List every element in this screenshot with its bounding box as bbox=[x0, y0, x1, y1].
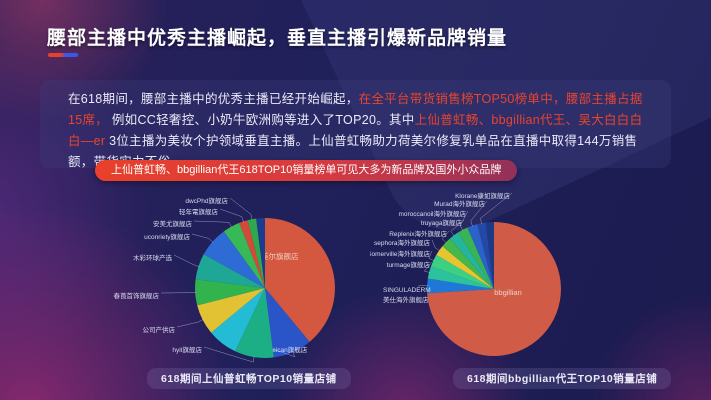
slice-label: Klorane康如旗舰店 bbox=[455, 191, 510, 200]
slice-label: veican旗舰店 bbox=[269, 345, 308, 354]
label-leader-line bbox=[203, 346, 255, 363]
label-leader-line bbox=[160, 292, 197, 294]
slice-label: dwcPhd旗舰店 bbox=[185, 196, 228, 205]
slice-label: 公司产供店 bbox=[143, 325, 176, 334]
title-underline bbox=[48, 53, 78, 57]
label-leader-line bbox=[219, 208, 244, 223]
summary-panel: 在618期间，腰部主播中的优秀主播已经开始崛起，在全平台带货销售榜TOP50榜单… bbox=[40, 80, 671, 169]
pie-slice bbox=[265, 288, 310, 358]
pie-slice bbox=[195, 254, 265, 288]
label-leader-line bbox=[423, 261, 433, 273]
summary-seg-3: 例如CC轻奢控、小奶牛欧洲购等进入了TOP20。其中 bbox=[108, 113, 415, 127]
page-title: 腰部主播中优秀主播崛起，垂直主播引爆新品牌销量 bbox=[47, 28, 508, 49]
label-leader-line bbox=[193, 220, 233, 228]
slice-label: 轻年電旗舰店 bbox=[179, 207, 219, 216]
slice-label-line2: 美仕海外旗舰店 bbox=[383, 295, 429, 304]
slice-label: KateSomerville海外旗舰店 bbox=[370, 249, 430, 258]
pie-caption-right: 618期间bbgillian代王TOP10销量店铺 bbox=[453, 368, 672, 389]
slice-label: 春莨首饰旗舰店 bbox=[114, 291, 160, 300]
label-leader-line bbox=[173, 254, 200, 267]
pie-slice bbox=[477, 222, 494, 289]
slice-label: SINGULADERM bbox=[383, 287, 431, 294]
pie-slice bbox=[442, 238, 494, 289]
pie-slice bbox=[426, 278, 494, 294]
summary-seg-2-highlight: 在全平台带货销售榜TOP50榜单中，腰部主播占据15席， bbox=[68, 92, 643, 127]
slice-label: moroccanoil海外旗舰店 bbox=[398, 209, 466, 218]
pie-slice bbox=[467, 224, 494, 289]
slice-label: hyit旗舰店 bbox=[172, 345, 202, 354]
label-leader-line bbox=[176, 319, 204, 328]
pie-slice bbox=[256, 218, 265, 288]
slice-label: 木彩环球产选 bbox=[133, 253, 173, 262]
slice-label: sephora海外旗舰店 bbox=[374, 238, 430, 247]
label-leader-line bbox=[441, 230, 450, 244]
pie-slice bbox=[427, 222, 561, 356]
slice-label: turmage旗舰店 bbox=[387, 260, 431, 269]
pie-slice bbox=[458, 227, 494, 289]
pie-caption-left: 618期间上仙普虹畅TOP10销量店铺 bbox=[147, 368, 351, 389]
summary-seg-1: 在618期间，腰部主播中的优秀主播已经开始崛起， bbox=[68, 92, 359, 106]
slice-label: 荷美尔旗舰店 bbox=[254, 251, 299, 261]
slice-label: truyaga旗舰店 bbox=[421, 218, 463, 227]
highlight-badge: 上仙普虹畅、bbgillian代王618TOP10销量榜单可见大多为新品牌及国外… bbox=[95, 160, 518, 181]
summary-seg-4-highlight: 上仙普虹畅、bbgillian代王、吴大白白白白—er bbox=[68, 113, 643, 148]
label-leader-line bbox=[460, 210, 469, 231]
slice-label: bbgillian bbox=[494, 288, 522, 297]
label-leader-line bbox=[266, 346, 296, 358]
pie-slice bbox=[195, 279, 265, 306]
pie-slice bbox=[197, 288, 265, 333]
slice-label: Replenix海外旗舰店 bbox=[389, 229, 447, 238]
pie-slice bbox=[427, 266, 494, 289]
label-leader-line bbox=[191, 233, 214, 243]
label-leader-line bbox=[431, 239, 441, 252]
pie-slice bbox=[223, 222, 265, 288]
label-leader-line bbox=[470, 200, 488, 227]
pie-slice bbox=[235, 288, 274, 358]
slice-label: Murad海外旗舰店 bbox=[434, 199, 485, 208]
label-leader-line bbox=[428, 250, 435, 262]
pie-slice bbox=[485, 221, 494, 289]
pie-slice bbox=[239, 220, 265, 288]
slice-label: 安美尤旗舰店 bbox=[153, 219, 193, 228]
pie-slice bbox=[431, 254, 494, 289]
pie-slice bbox=[203, 231, 265, 288]
pie-slice bbox=[211, 288, 265, 352]
pie-slice bbox=[265, 218, 335, 342]
label-leader-line bbox=[480, 192, 513, 225]
pie-slice bbox=[247, 218, 265, 288]
pie-slice bbox=[449, 232, 494, 289]
pie-chart-left: 荷美尔旗舰店 veican旗舰店 hyit旗舰店 公司产供店 春莨首饰旗舰店 木彩环球产选… bbox=[114, 196, 335, 363]
pie-slice bbox=[436, 246, 494, 289]
slice-label: uconriety旗舰店 bbox=[144, 232, 190, 241]
label-leader-line bbox=[450, 219, 465, 237]
label-leader-line bbox=[229, 197, 253, 221]
